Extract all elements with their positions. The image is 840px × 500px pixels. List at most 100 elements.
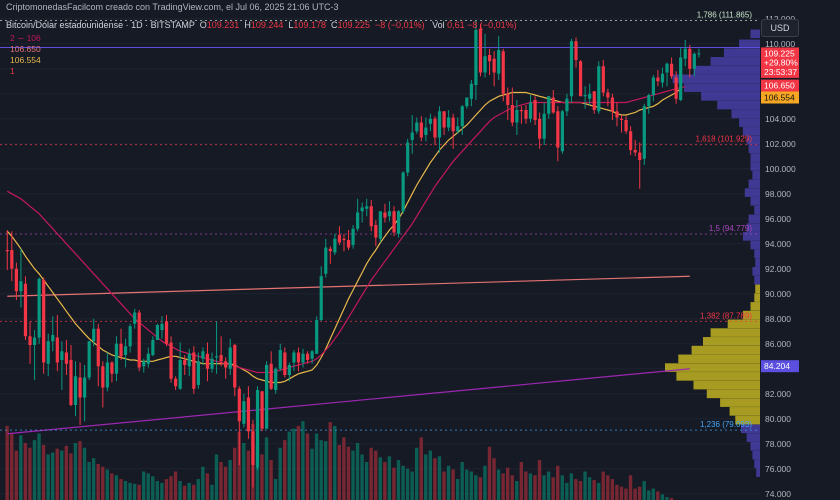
- candle: [383, 203, 387, 223]
- candle: [624, 116, 628, 134]
- volume-profile-bar: [746, 433, 760, 442]
- volume-profile-bar: [684, 83, 760, 92]
- volume-profile-bar: [731, 109, 760, 119]
- volume-bar: [597, 482, 601, 500]
- volume-bar: [132, 483, 137, 500]
- candle-body: [110, 362, 114, 374]
- volume-bar: [137, 484, 141, 500]
- price-axis[interactable]: 112.000110.000108.000106.000104.000102.0…: [760, 14, 840, 500]
- currency-button[interactable]: USD: [761, 19, 799, 37]
- candle: [387, 201, 392, 222]
- candle: [447, 110, 451, 132]
- volume-profile-bar: [706, 389, 760, 399]
- candle: [228, 338, 232, 375]
- candle: [428, 113, 433, 132]
- candle: [333, 233, 337, 255]
- candle: [32, 330, 37, 380]
- volume-bar: [237, 431, 241, 500]
- volume-bar: [69, 453, 73, 500]
- candle: [64, 340, 69, 375]
- volume-bar: [446, 465, 451, 500]
- volume-bar: [669, 498, 674, 500]
- price-label-text: 23:53:37: [764, 67, 797, 77]
- axis-background: [760, 40, 840, 500]
- candle: [46, 333, 50, 377]
- candle: [14, 262, 18, 300]
- candle-body: [583, 95, 587, 97]
- candle-body: [638, 152, 642, 160]
- candle-body: [560, 111, 564, 152]
- candle: [588, 83, 592, 105]
- candle-body: [419, 122, 423, 138]
- volume-bar: [574, 479, 578, 500]
- candle-body: [629, 131, 633, 150]
- volume-bar: [246, 450, 250, 500]
- candle: [287, 362, 291, 382]
- volume-bar: [542, 475, 546, 500]
- volume-bar: [469, 471, 473, 500]
- candle: [356, 198, 360, 232]
- candle-body: [697, 53, 701, 55]
- candle-body: [123, 346, 128, 355]
- candle: [451, 113, 455, 149]
- candle: [342, 233, 346, 252]
- candle: [542, 102, 546, 145]
- volume-bar: [296, 425, 301, 500]
- volume-bar: [214, 454, 219, 500]
- volume-bar: [337, 444, 341, 500]
- candle-body: [424, 127, 428, 135]
- volume-profile-bar: [756, 468, 760, 477]
- volume-bar: [324, 441, 328, 500]
- volume-profile-bar: [754, 205, 760, 215]
- volume-bar: [192, 484, 196, 500]
- candle-body: [265, 365, 269, 429]
- volume-profile-bar: [739, 39, 760, 49]
- candle-body: [192, 352, 196, 389]
- candle-body: [37, 278, 41, 338]
- candle: [492, 51, 496, 87]
- candle-body: [392, 211, 396, 233]
- candle-body: [433, 118, 437, 138]
- candle: [201, 347, 205, 365]
- volume-bar: [160, 482, 164, 500]
- volume-bar: [601, 471, 605, 500]
- candle: [460, 105, 464, 135]
- candle-body: [615, 111, 619, 118]
- candle: [169, 336, 173, 383]
- price-label-box: [761, 79, 799, 92]
- candle-body: [260, 391, 264, 429]
- candle: [578, 60, 583, 97]
- candle-body: [142, 361, 146, 367]
- candle: [651, 75, 655, 102]
- volume-profile-bar: [739, 118, 760, 127]
- open-value: 109.231: [206, 20, 240, 30]
- volume-profile: [665, 29, 760, 477]
- volume-bar: [96, 463, 100, 500]
- volume-bar: [292, 428, 296, 500]
- candle: [155, 323, 160, 340]
- candle-body: [528, 102, 533, 119]
- candle-body: [32, 337, 37, 345]
- price-label-text: 106.650: [764, 81, 795, 91]
- candle: [78, 362, 82, 425]
- volume-profile-bar: [755, 258, 760, 267]
- candle: [92, 318, 96, 347]
- volume-bar: [305, 433, 310, 500]
- volume-bar: [287, 431, 291, 500]
- volume-bar: [610, 479, 614, 500]
- candle: [483, 33, 487, 78]
- candle: [565, 93, 569, 117]
- candle: [205, 342, 210, 382]
- candle-body: [369, 206, 373, 227]
- y-tick-label: 76.000: [765, 464, 791, 474]
- candle: [146, 347, 150, 368]
- symbol-legend[interactable]: Bitcoin/Dólar estadounidense · 1D · BITS…: [6, 20, 517, 30]
- candle: [251, 420, 255, 488]
- volume-bar: [474, 475, 478, 500]
- candle: [237, 386, 241, 465]
- volume-bar: [210, 484, 214, 500]
- candle: [265, 361, 269, 429]
- candle: [87, 341, 91, 380]
- candle: [656, 70, 660, 87]
